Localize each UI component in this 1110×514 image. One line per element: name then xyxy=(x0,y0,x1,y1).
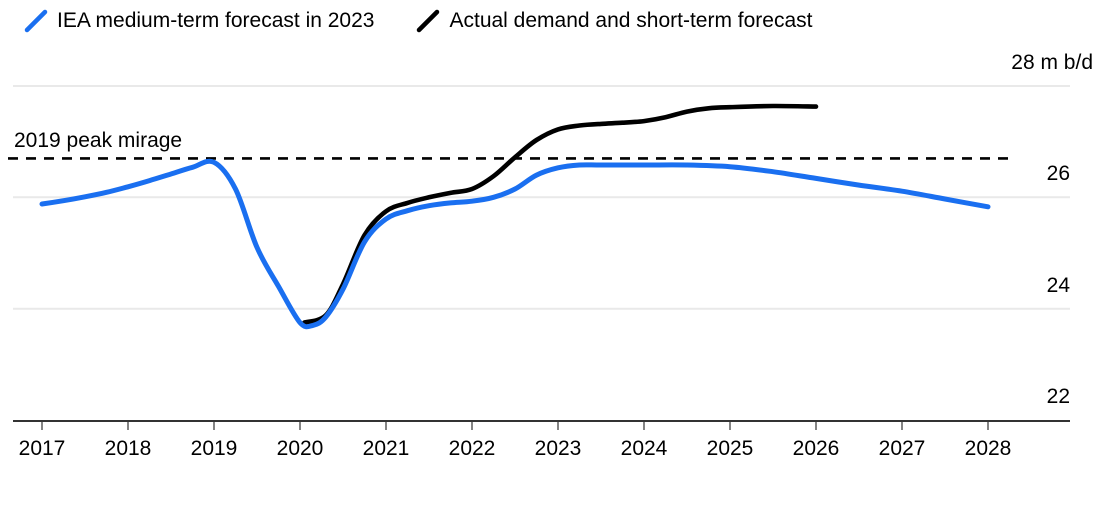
y-axis-label-26: 26 xyxy=(1046,162,1070,186)
black-line-mark-icon xyxy=(417,9,440,33)
y-axis-label-24: 24 xyxy=(1046,273,1070,297)
black-line-mark-stroke xyxy=(417,9,440,33)
legend-item-actual-demand: Actual demand and short-term forecast xyxy=(416,2,813,40)
x-axis-label-2025: 2025 xyxy=(706,437,754,460)
series-line-actual-demand xyxy=(302,103,819,325)
x-axis-label-2021: 2021 xyxy=(362,437,410,460)
legend-item-iea-forecast: IEA medium-term forecast in 2023 xyxy=(24,2,374,40)
legend: IEA medium-term forecast in 2023 Actual … xyxy=(24,2,813,40)
x-axis-label-2028: 2028 xyxy=(964,437,1012,460)
annotation-2019-peak-mirage: 2019 peak mirage xyxy=(14,129,183,152)
x-axis-label-2019: 2019 xyxy=(190,437,238,460)
y-axis-label-22: 22 xyxy=(1046,385,1070,408)
y-axis-label-28: 28 m b/d xyxy=(1011,51,1093,74)
x-axis-label-2026: 2026 xyxy=(792,437,840,460)
blue-line-mark-stroke xyxy=(24,9,48,33)
x-axis-label-2023: 2023 xyxy=(534,437,582,460)
x-axis-label-2027: 2027 xyxy=(878,437,926,460)
x-axis-label-2018: 2018 xyxy=(104,437,152,460)
blue-line-mark-icon xyxy=(24,9,48,33)
legend-label-iea-forecast: IEA medium-term forecast in 2023 xyxy=(57,9,375,32)
x-axis-label-2024: 2024 xyxy=(620,437,668,460)
x-axis-label-2020: 2020 xyxy=(276,437,324,460)
x-axis-label-2022: 2022 xyxy=(448,437,496,460)
series-line-iea-forecast xyxy=(39,158,991,330)
x-axis-label-2017: 2017 xyxy=(18,437,66,460)
legend-label-actual-demand: Actual demand and short-term forecast xyxy=(449,9,813,32)
